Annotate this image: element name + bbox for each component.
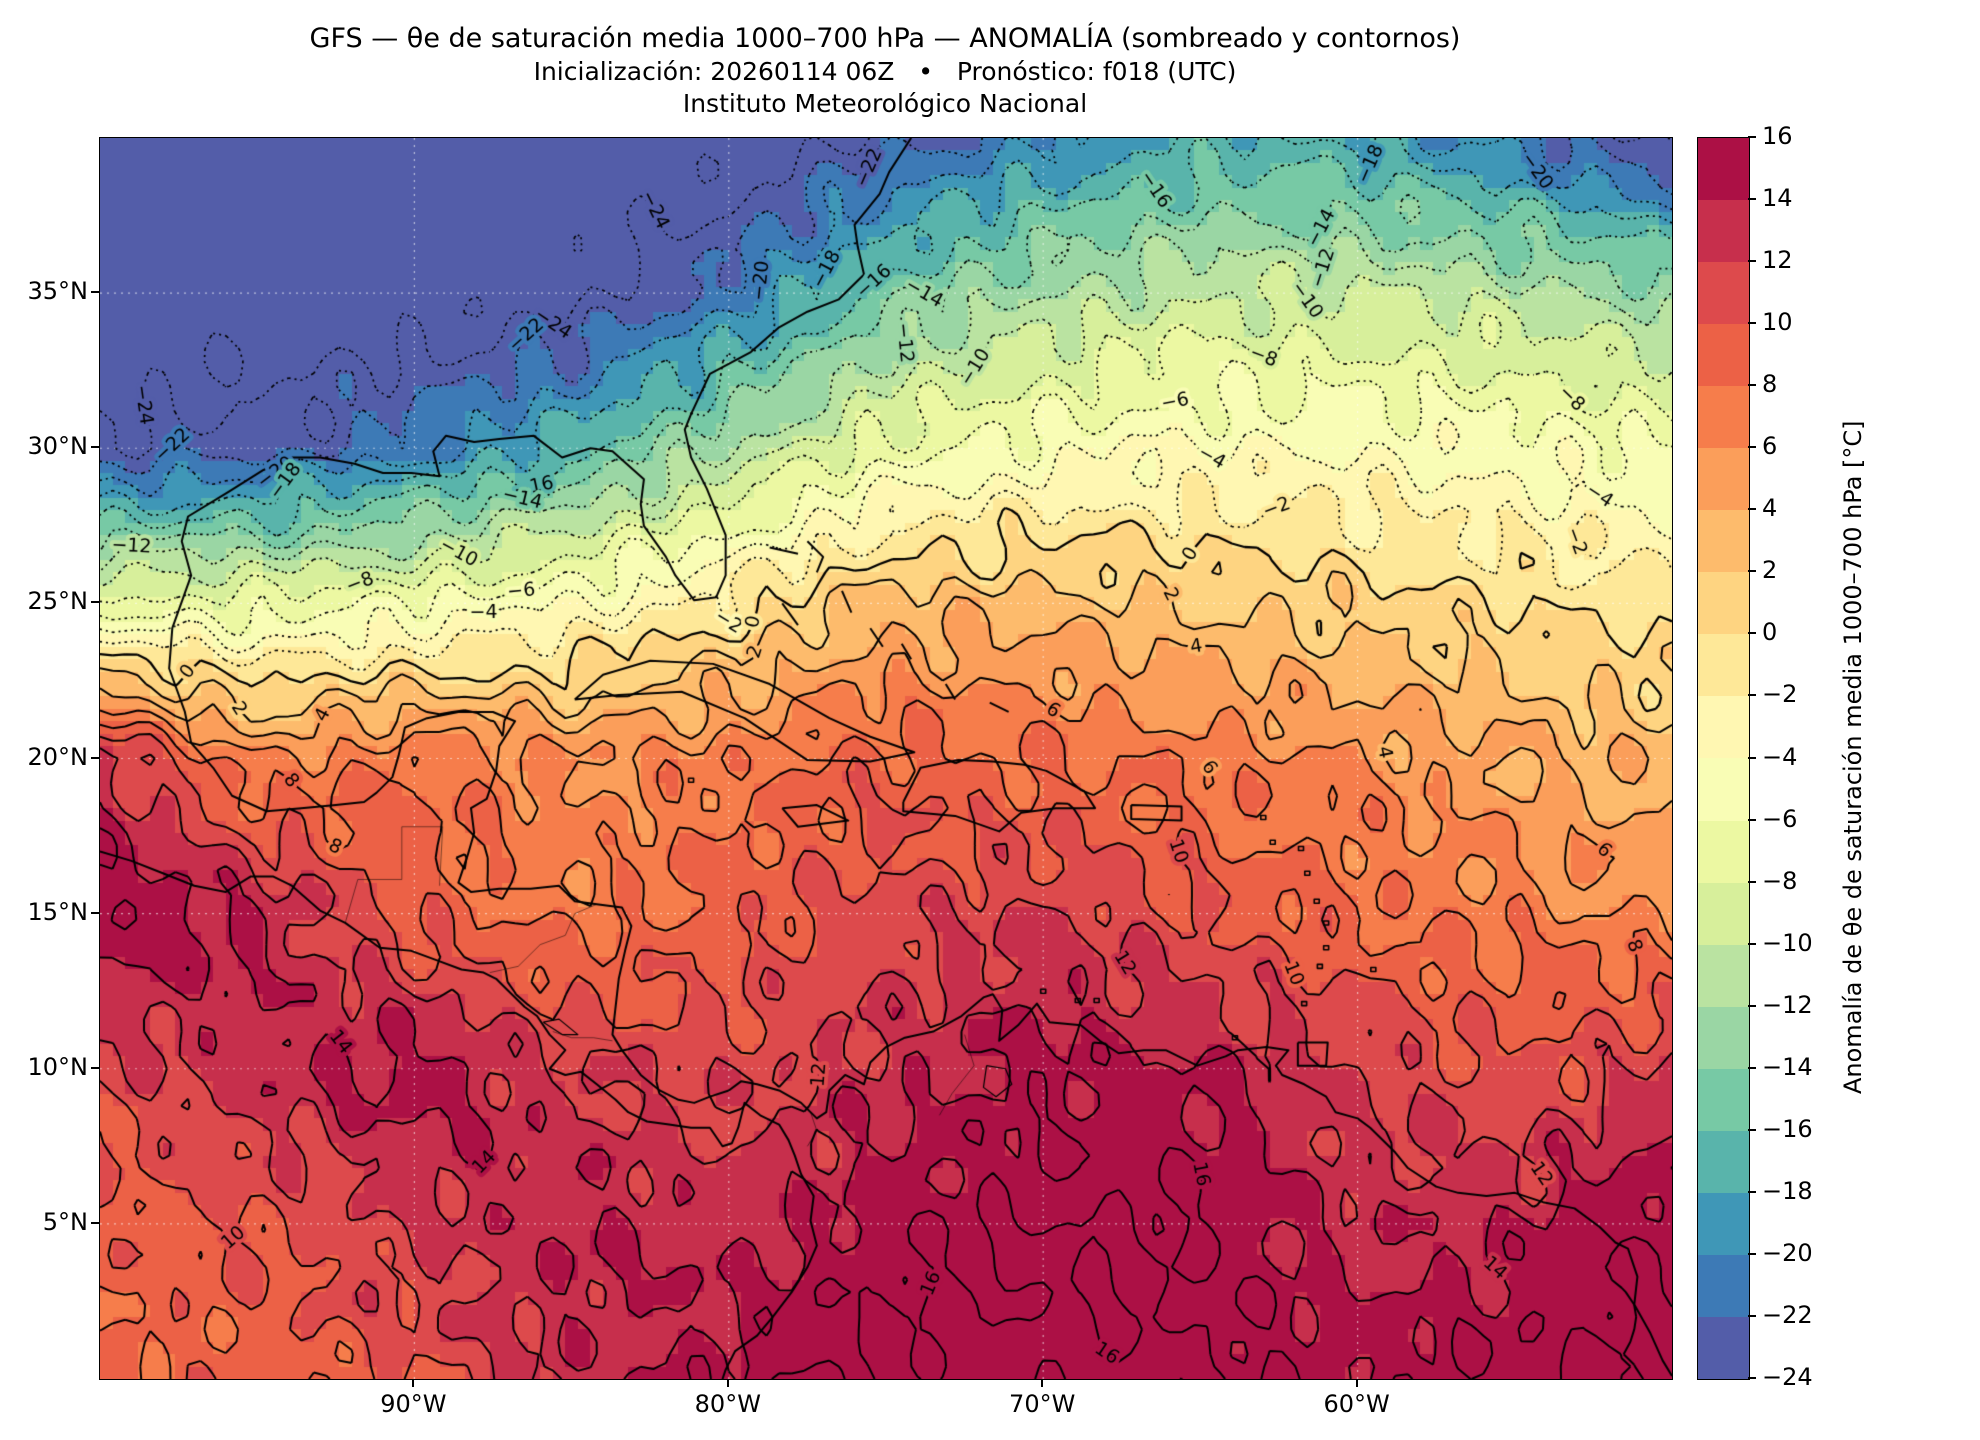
colorbar-segment: [1698, 1254, 1749, 1317]
colorbar-tick-mark: [1748, 570, 1756, 573]
colorbar-segment: [1698, 386, 1749, 449]
colorbar-tick-label: 6: [1762, 432, 1778, 461]
colorbar-tick-mark: [1748, 1377, 1756, 1379]
colorbar-segment: [1698, 262, 1749, 325]
colorbar-tick-mark: [1748, 384, 1756, 387]
colorbar-tick-mark: [1748, 508, 1756, 511]
colorbar-segment: [1698, 138, 1749, 201]
colorbar-segment: [1698, 572, 1749, 635]
colorbar-tick-label: −8: [1762, 866, 1798, 895]
colorbar-tick-mark: [1748, 880, 1756, 883]
colorbar-segments: [1698, 138, 1749, 1379]
colorbar-segment: [1698, 634, 1749, 697]
y-tick-label: 10°N: [27, 1052, 89, 1081]
colorbar-tick-label: 14: [1762, 184, 1793, 213]
colorbar-tick-mark: [1748, 632, 1756, 635]
colorbar-segment: [1698, 944, 1749, 1007]
colorbar-tick-label: −6: [1762, 804, 1798, 833]
y-tick-label: 35°N: [27, 277, 89, 306]
colorbar-tick-label: −14: [1762, 1052, 1813, 1081]
colorbar-segment: [1698, 1006, 1749, 1069]
y-tick-mark: [91, 291, 99, 294]
y-tick-label: 20°N: [27, 742, 89, 771]
y-tick-mark: [91, 601, 99, 604]
colorbar-segment: [1698, 1316, 1749, 1379]
colorbar-tick-label: 8: [1762, 370, 1778, 399]
colorbar-tick-label: 4: [1762, 494, 1778, 523]
colorbar-tick-label: 12: [1762, 246, 1793, 275]
colorbar-tick-label: −10: [1762, 928, 1813, 957]
colorbar-tick-mark: [1748, 1066, 1756, 1069]
x-tick-mark: [726, 1379, 729, 1387]
colorbar-tick-mark: [1748, 818, 1756, 821]
colorbar-tick-label: −22: [1762, 1300, 1813, 1329]
map-axes: [99, 137, 1673, 1380]
y-tick-mark: [91, 1066, 99, 1069]
colorbar-tick-mark: [1748, 1314, 1756, 1317]
colorbar-segment: [1698, 1192, 1749, 1255]
colorbar-tick-label: 0: [1762, 618, 1778, 647]
colorbar-segment: [1698, 758, 1749, 821]
y-tick-mark: [91, 446, 99, 449]
colorbar-segment: [1698, 1068, 1749, 1131]
x-tick-label: 60°W: [1323, 1390, 1390, 1418]
colorbar-tick-label: −16: [1762, 1114, 1813, 1143]
colorbar-tick-label: −4: [1762, 742, 1798, 771]
colorbar-tick-mark: [1748, 694, 1756, 697]
y-tick-mark: [91, 756, 99, 759]
colorbar-tick-label: −20: [1762, 1238, 1813, 1267]
y-tick-label: 30°N: [27, 432, 89, 461]
colorbar-tick-label: −24: [1762, 1363, 1813, 1391]
x-tick-label: 90°W: [380, 1390, 447, 1418]
colorbar-tick-mark: [1748, 1128, 1756, 1131]
colorbar-tick-label: −12: [1762, 990, 1813, 1019]
colorbar-tick-label: 2: [1762, 556, 1778, 585]
colorbar-segment: [1698, 696, 1749, 759]
x-tick-mark: [412, 1379, 415, 1387]
colorbar-tick-label: 10: [1762, 308, 1793, 337]
y-tick-label: 5°N: [42, 1207, 88, 1236]
colorbar-tick-mark: [1748, 1190, 1756, 1193]
title-block: GFS — θe de saturación media 1000–700 hP…: [99, 22, 1671, 120]
colorbar-tick-mark: [1748, 260, 1756, 263]
chart-institution: Instituto Meteorológico Nacional: [682, 89, 1088, 118]
chart-subtitle: Inicialización: 20260114 06Z • Pronóstic…: [533, 57, 1237, 86]
colorbar-segment: [1698, 820, 1749, 883]
colorbar-tick-mark: [1748, 322, 1756, 325]
colorbar: [1697, 137, 1750, 1380]
x-tick-mark: [1041, 1379, 1044, 1387]
colorbar-tick-label: −2: [1762, 680, 1798, 709]
colorbar-tick-mark: [1748, 446, 1756, 449]
y-tick-mark: [91, 911, 99, 914]
colorbar-segment: [1698, 882, 1749, 945]
colorbar-label: Anomalía de θe de saturación media 1000–…: [1839, 420, 1867, 1095]
colorbar-segment: [1698, 200, 1749, 263]
x-tick-label: 80°W: [694, 1390, 761, 1418]
x-tick-mark: [1355, 1379, 1358, 1387]
y-tick-mark: [91, 1221, 99, 1224]
colorbar-segment: [1698, 448, 1749, 511]
y-tick-label: 15°N: [27, 897, 89, 926]
colorbar-segment: [1698, 1130, 1749, 1193]
colorbar-tick-label: 16: [1762, 122, 1793, 150]
colorbar-segment: [1698, 324, 1749, 387]
x-tick-label: 70°W: [1009, 1390, 1076, 1418]
colorbar-tick-mark: [1748, 198, 1756, 201]
chart-title: GFS — θe de saturación media 1000–700 hP…: [309, 23, 1461, 54]
colorbar-tick-mark: [1748, 756, 1756, 759]
colorbar-tick-label: −18: [1762, 1176, 1813, 1205]
colorbar-segment: [1698, 510, 1749, 573]
map-canvas: [100, 138, 1672, 1379]
colorbar-tick-mark: [1748, 1252, 1756, 1255]
colorbar-tick-mark: [1748, 1004, 1756, 1007]
colorbar-tick-mark: [1748, 942, 1756, 945]
colorbar-tick-mark: [1748, 136, 1756, 138]
y-tick-label: 25°N: [27, 587, 89, 616]
